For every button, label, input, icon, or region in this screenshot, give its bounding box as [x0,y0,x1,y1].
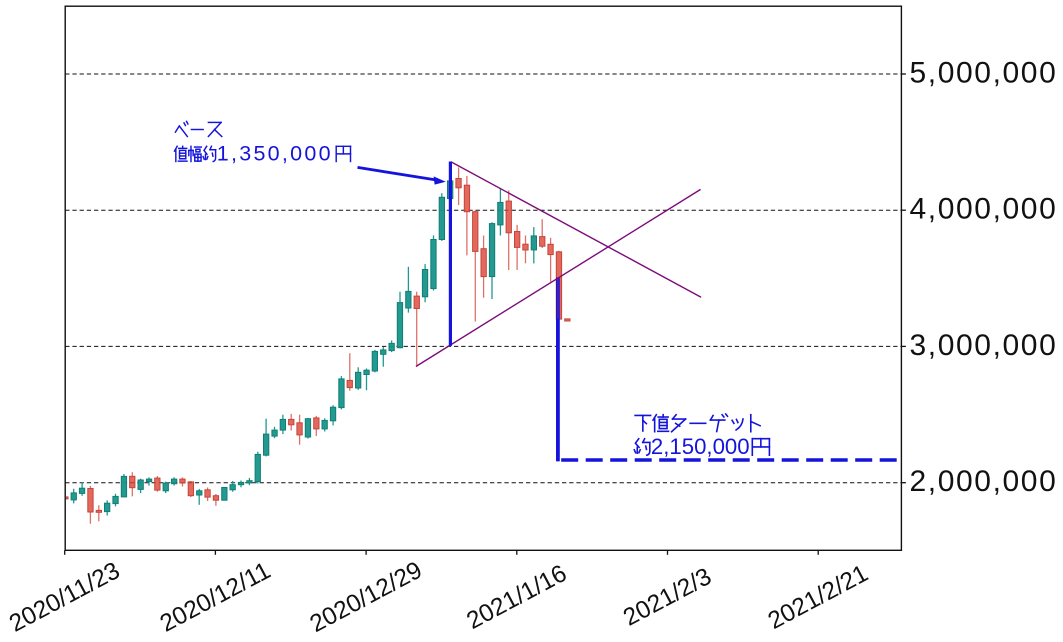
svg-text:1,350,000: 1,350,000 [217,142,333,166]
svg-text:2,150,000: 2,150,000 [651,434,750,459]
svg-text:2,000,000: 2,000,000 [910,465,1058,498]
svg-text:4,000,000: 4,000,000 [910,193,1058,226]
svg-text:3,000,000: 3,000,000 [910,329,1058,362]
svg-text:5,000,000: 5,000,000 [910,57,1058,90]
